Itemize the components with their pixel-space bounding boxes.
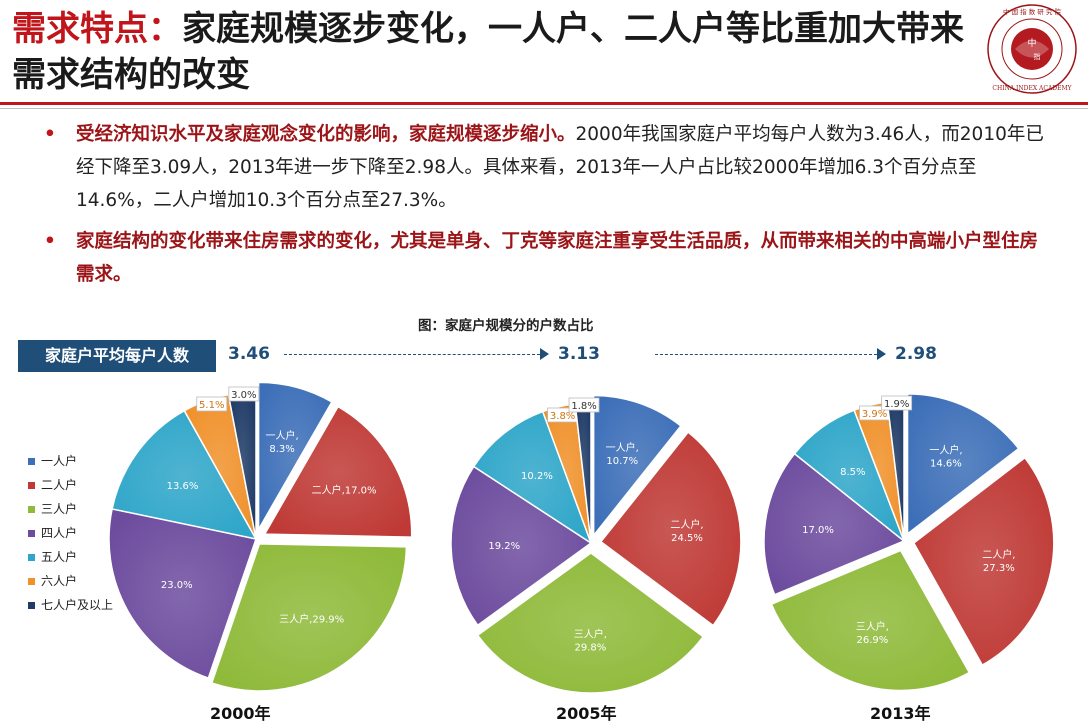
data-label: 二人户, xyxy=(982,548,1015,561)
legend-label: 五人户 xyxy=(41,550,78,564)
data-label: 5.1% xyxy=(199,400,224,411)
bullet-lead: 受经济知识水平及家庭观念变化的影响，家庭规模逐步缩小。 xyxy=(76,124,576,145)
data-label-box xyxy=(196,396,228,412)
pie-slice xyxy=(476,552,705,694)
data-label: 三人户, xyxy=(856,620,889,633)
bullet-item-2: • 家庭结构的变化带来住房需求的变化，尤其是单身、丁克等家庭注重享受生活品质，从… xyxy=(40,225,1050,291)
data-label: 一人户, xyxy=(266,429,299,442)
data-label: 14.6% xyxy=(930,458,962,469)
chart-title: 图：家庭户规模分的户数占比 xyxy=(418,318,594,334)
svg-text:CHINA INDEX ACADEMY: CHINA INDEX ACADEMY xyxy=(992,85,1072,92)
data-label: 二人户,17.0% xyxy=(312,483,377,496)
pie-slice xyxy=(906,393,1020,536)
legend-item: 一人户 xyxy=(28,449,113,473)
bullet-dot: • xyxy=(44,124,56,145)
data-label: 8.5% xyxy=(840,467,865,478)
title-main: 家庭规模逐步变化，一人户、二人户等比重加大带来需求结构的改变 xyxy=(12,9,964,95)
pie-slice xyxy=(770,549,971,692)
data-label: 29.8% xyxy=(575,642,607,653)
legend-swatch xyxy=(28,457,35,465)
svg-text:中: 中 xyxy=(1027,37,1036,49)
arrow-line xyxy=(284,354,540,355)
data-label: 24.5% xyxy=(671,533,703,544)
data-label: 26.9% xyxy=(856,635,888,646)
legend-label: 七人户及以上 xyxy=(41,598,114,612)
data-label: 二人户, xyxy=(670,518,703,531)
bullet-item-1: • 受经济知识水平及家庭观念变化的影响，家庭规模逐步缩小。2000年我国家庭户平… xyxy=(40,118,1050,217)
legend-label: 四人户 xyxy=(41,526,78,540)
pie-slice xyxy=(257,381,333,533)
legend-swatch xyxy=(28,553,35,561)
legend-swatch xyxy=(28,505,35,513)
legend-label: 六人户 xyxy=(41,574,78,588)
legend-swatch xyxy=(28,481,35,489)
china-index-academy-logo: 中 指 中 国 指 数 研 究 院 CHINA INDEX ACADEMY xyxy=(987,4,1077,94)
data-label: 3.0% xyxy=(231,390,256,401)
data-label: 10.7% xyxy=(606,456,638,467)
bullet-dot: • xyxy=(44,231,56,252)
title-divider-thin xyxy=(0,108,1088,109)
data-label: 13.6% xyxy=(167,481,199,492)
legend-item: 六人户 xyxy=(28,569,113,593)
year-label-2000: 2000年 xyxy=(210,704,271,723)
data-label: 17.0% xyxy=(802,525,834,536)
avg-size-2013: 2.98 xyxy=(895,344,937,364)
legend-item: 五人户 xyxy=(28,545,113,569)
bullet-text: 2000年我国家庭户平均每户人数为3.46人，而2010年已经下降至3.09人，… xyxy=(76,124,1044,211)
data-label: 3.9% xyxy=(862,409,887,420)
pie-slice xyxy=(592,394,682,538)
arrow-right-icon xyxy=(877,348,886,360)
title-divider xyxy=(0,102,1088,105)
year-label-2013: 2013年 xyxy=(870,704,931,723)
legend-item: 四人户 xyxy=(28,521,113,545)
legend-label: 二人户 xyxy=(41,478,78,492)
title-accent: 需求特点： xyxy=(12,9,182,49)
data-label: 三人户,29.9% xyxy=(279,613,344,626)
legend-label: 一人户 xyxy=(41,454,78,468)
svg-text:指: 指 xyxy=(1034,52,1041,61)
legend-item: 三人户 xyxy=(28,497,113,521)
svg-text:中 国 指 数 研 究 院: 中 国 指 数 研 究 院 xyxy=(1003,7,1061,16)
arrow-right-icon xyxy=(540,348,549,360)
pie-slice xyxy=(263,405,413,538)
legend-label: 三人户 xyxy=(41,502,78,516)
bullet-lead: 家庭结构的变化带来住房需求的变化，尤其是单身、丁克等家庭注重享受生活品质，从而带… xyxy=(76,231,1039,285)
pie-slice xyxy=(599,431,742,627)
avg-size-2000: 3.46 xyxy=(228,344,270,364)
legend-swatch xyxy=(28,529,35,537)
chart-legend: 一人户 二人户 三人户 四人户 五人户 六人户 七人户及以上 xyxy=(28,449,113,617)
pie-slice xyxy=(210,543,408,692)
data-label: 三人户, xyxy=(574,627,607,640)
pie-slice xyxy=(472,410,593,545)
avg-size-2005: 3.13 xyxy=(558,344,600,364)
data-label: 10.2% xyxy=(521,471,553,482)
legend-item: 二人户 xyxy=(28,473,113,497)
data-label: 19.2% xyxy=(488,541,520,552)
data-label-box xyxy=(881,395,913,411)
pie-slice xyxy=(912,456,1055,667)
arrow-line xyxy=(655,354,877,355)
data-label: 23.0% xyxy=(161,580,193,591)
page-title: 需求特点：家庭规模逐步变化，一人户、二人户等比重加大带来需求结构的改变 xyxy=(12,6,972,98)
legend-swatch xyxy=(28,601,35,609)
data-label: 1.9% xyxy=(884,399,909,410)
data-label: 8.3% xyxy=(269,444,294,455)
legend-item: 七人户及以上 xyxy=(28,593,113,617)
data-label: 3.8% xyxy=(550,411,575,422)
pie-slice xyxy=(763,452,906,596)
year-label-2005: 2005年 xyxy=(556,704,617,723)
data-label: 一人户, xyxy=(929,443,962,456)
pie-slice xyxy=(450,465,593,627)
data-label: 一人户, xyxy=(606,441,639,454)
data-label-box xyxy=(568,397,600,413)
avg-size-label: 家庭户平均每户人数 xyxy=(18,340,216,372)
pie-slice xyxy=(108,508,257,680)
data-label-box xyxy=(228,386,260,402)
data-label: 1.8% xyxy=(571,401,596,412)
bullet-list: • 受经济知识水平及家庭观念变化的影响，家庭规模逐步缩小。2000年我国家庭户平… xyxy=(40,118,1050,299)
legend-swatch xyxy=(28,577,35,585)
pie-slice xyxy=(111,409,258,541)
data-label: 27.3% xyxy=(983,563,1015,574)
